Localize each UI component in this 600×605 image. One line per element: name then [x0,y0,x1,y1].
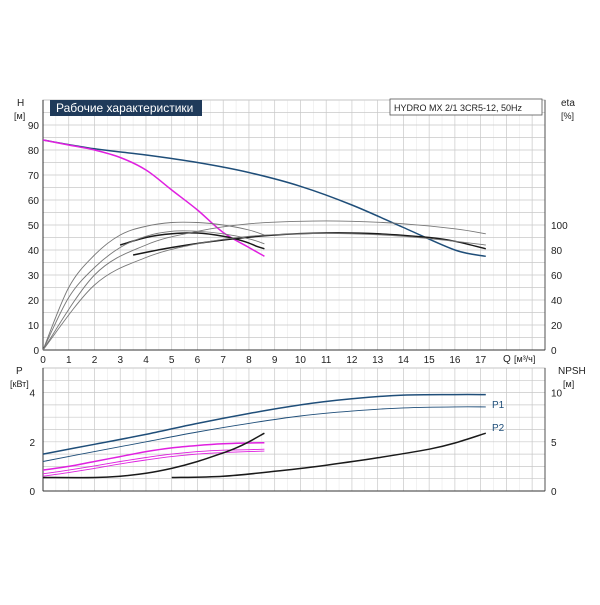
y-tick-label-eta: 40 [551,296,563,307]
x-tick-label: 1 [66,355,72,366]
series-line-top-6 [42,220,486,351]
y-tick-label-h: 60 [28,196,40,207]
y-tick-label-h: 50 [28,221,40,232]
x-tick-label: 11 [321,355,332,366]
title-box [50,100,202,116]
y-tick-label-h: 90 [28,121,40,132]
y-axis-unit-p: [кВт] [10,379,29,389]
y-tick-label-h: 0 [33,346,39,357]
x-tick-label: 16 [449,355,461,366]
series-line-top-4 [42,221,265,351]
y-tick-label-h: 80 [28,146,40,157]
top-curves [42,139,486,351]
y-axis-label-p: P [16,366,23,377]
x-tick-label: 0 [40,355,46,366]
y-tick-label-eta: 20 [551,321,563,332]
x-tick-label: 15 [424,355,436,366]
series-line-top-5 [42,230,265,351]
y-tick-label-eta: 60 [551,271,563,282]
y-tick-label-h: 40 [28,246,40,257]
y-tick-label-p: 0 [29,487,35,498]
series-line-top-2 [119,232,265,250]
series-line-top-7 [42,232,486,351]
series-line-bottom-6 [171,432,487,479]
y-axis-unit-npsh: [м] [563,379,574,389]
x-tick-label: 13 [372,355,384,366]
model-box [389,98,543,116]
x-tick-label: 6 [195,355,201,366]
x-tick-label: 17 [475,355,487,366]
x-tick-label: 12 [346,355,358,366]
series-label-p2: P2 [492,423,505,434]
x-axis-unit-q: [м³/ч] [514,354,535,364]
y-axis-label-eta: eta [561,98,575,109]
y-tick-label-eta: 80 [551,246,563,257]
x-tick-label: 14 [398,355,410,366]
y-axis-label-npsh: NPSH [558,366,586,377]
x-tick-label: 8 [246,355,252,366]
y-tick-label-h: 30 [28,271,40,282]
chart-title: Рабочие характеристики [56,101,193,115]
y-tick-label-npsh: 0 [551,487,557,498]
series-line-bottom-0 [42,393,486,455]
x-tick-label: 4 [143,355,149,366]
model-label: HYDRO MX 2/1 3CR5-12, 50Hz [394,103,523,113]
top-grid [42,99,546,351]
y-tick-label-eta: 100 [551,221,568,232]
x-tick-label: 5 [169,355,175,366]
y-axis-label-h: H [17,98,24,109]
series-line-bottom-3 [42,448,265,475]
series-line-bottom-2 [42,442,265,471]
series-label-p1: P1 [492,400,505,411]
x-tick-label: 2 [92,355,98,366]
y-tick-label-p: 4 [29,389,35,400]
series-line-bottom-4 [42,450,265,477]
bottom-grid [42,367,546,492]
series-line-bottom-1 [42,406,486,462]
x-tick-label: 7 [220,355,226,366]
y-tick-label-p: 2 [29,438,35,449]
y-axis-unit-h: [м] [14,111,25,121]
y-tick-label-npsh: 10 [551,389,563,400]
y-tick-label-eta: 0 [551,346,557,357]
y-axis-unit-eta: [%] [561,111,574,121]
x-tick-label: 3 [117,355,123,366]
x-tick-label: 10 [295,355,307,366]
bottom-curves [42,393,487,479]
x-axis-label-q: Q [503,354,511,365]
y-tick-label-h: 10 [28,321,40,332]
y-tick-label-npsh: 5 [551,438,557,449]
y-tick-label-h: 70 [28,171,40,182]
series-line-top-0 [42,139,486,258]
y-tick-label-h: 20 [28,296,40,307]
series-line-bottom-5 [42,432,265,479]
series-line-top-1 [42,139,265,257]
x-tick-label: 9 [272,355,278,366]
